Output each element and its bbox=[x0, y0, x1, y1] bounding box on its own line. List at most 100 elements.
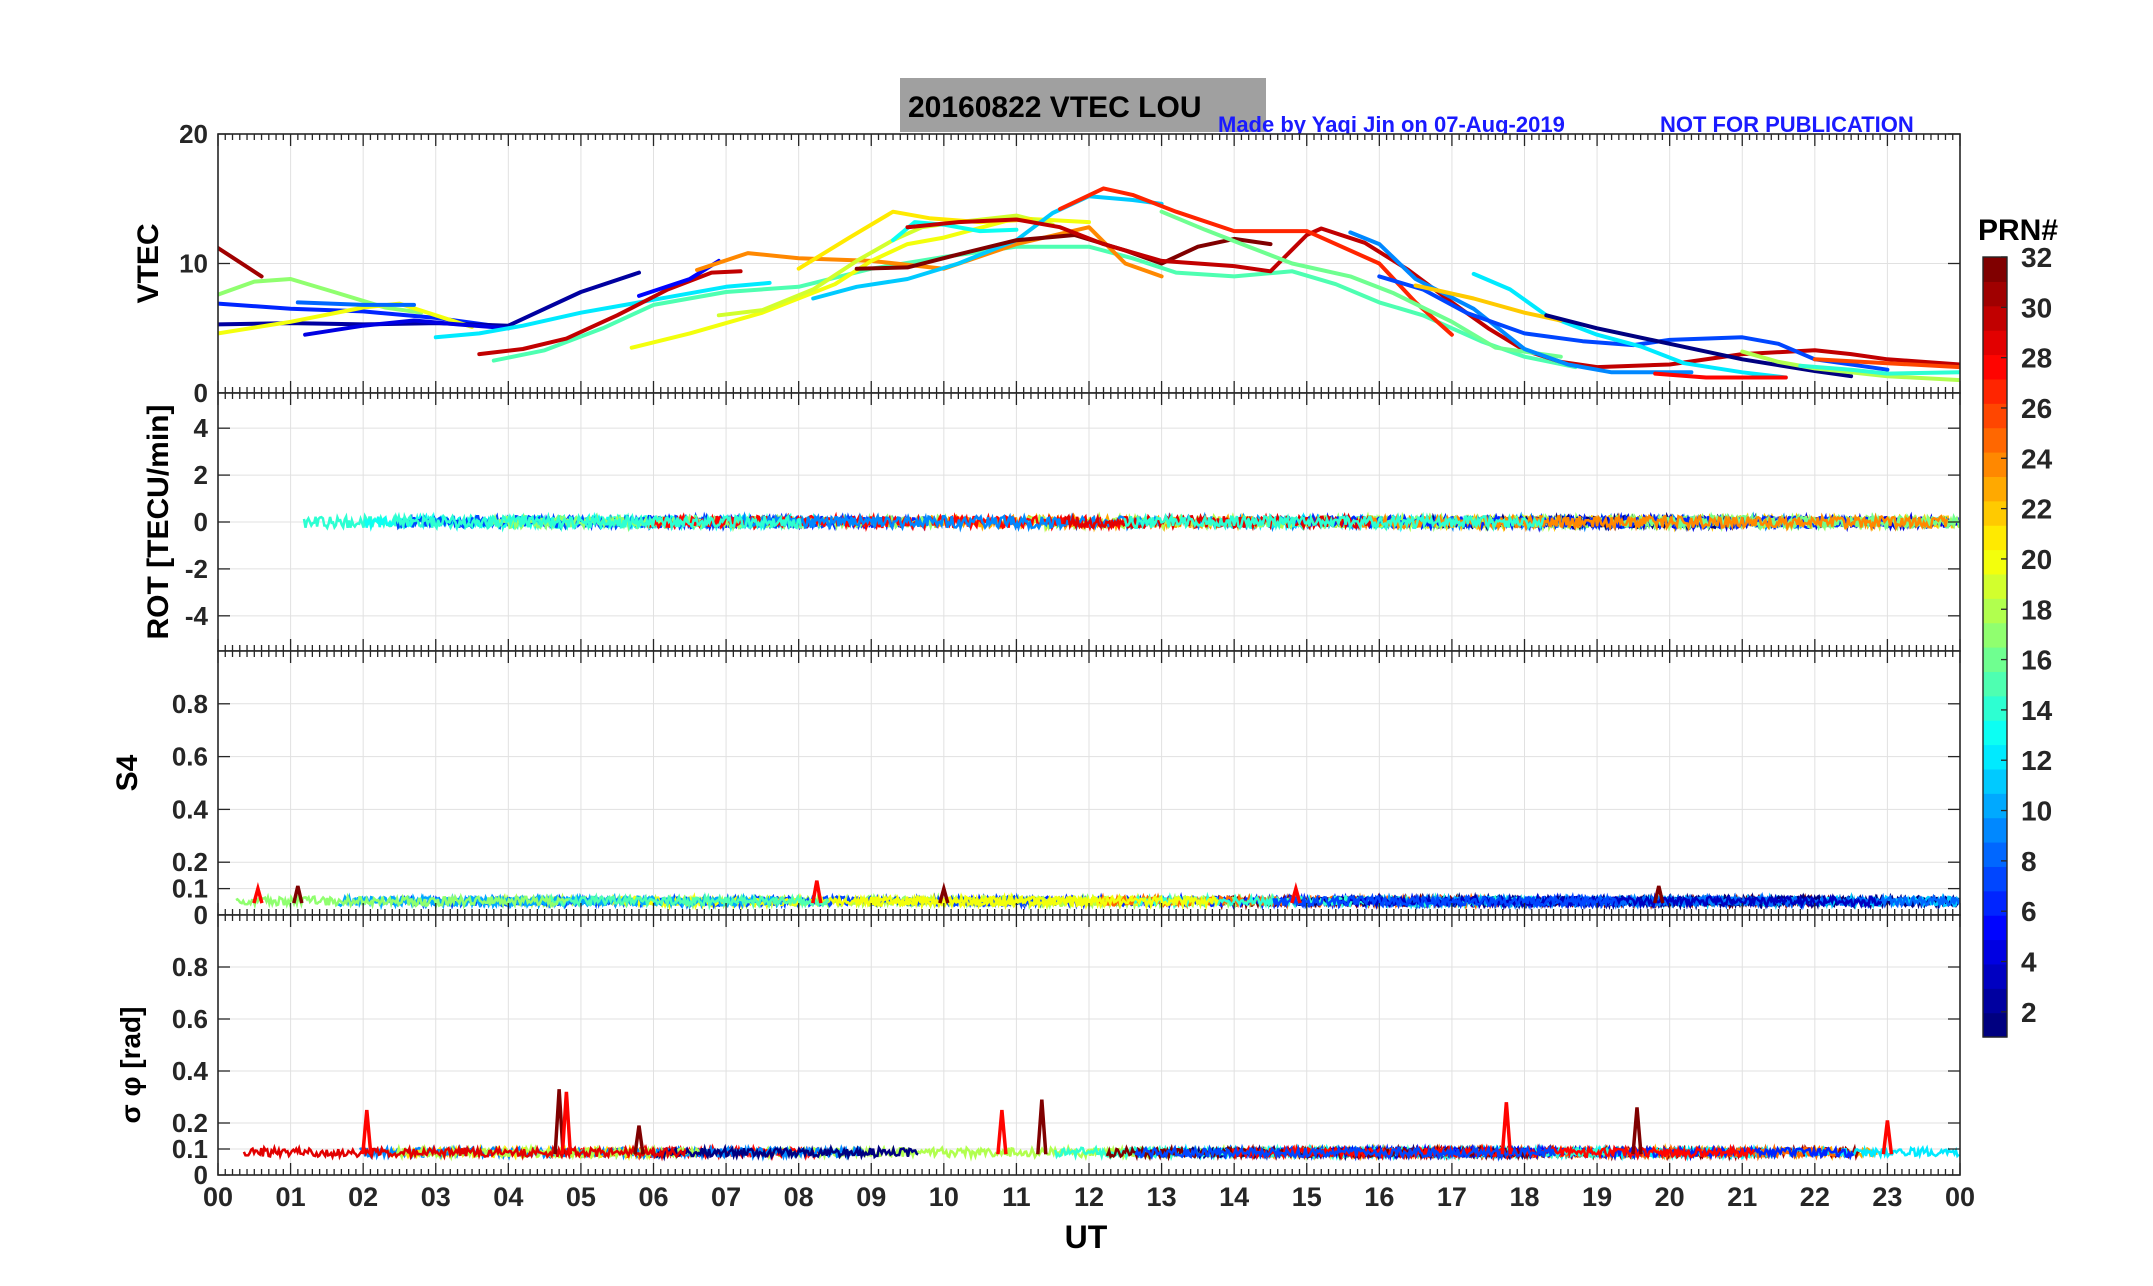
vtec-series-line bbox=[303, 318, 511, 337]
x-tick-label: 16 bbox=[1364, 1182, 1394, 1212]
y-tick-label: 0.6 bbox=[172, 742, 208, 772]
colorbar-segment bbox=[1983, 768, 2007, 794]
colorbar-tick-label: 8 bbox=[2021, 846, 2037, 877]
x-tick-label: 13 bbox=[1147, 1182, 1177, 1212]
y-tick-label: 0.6 bbox=[172, 1004, 208, 1034]
colorbar-tick-label: 12 bbox=[2021, 745, 2052, 776]
vtec-series-line bbox=[477, 269, 743, 357]
colorbar-segment bbox=[1983, 257, 2007, 282]
vtec-series-line bbox=[1653, 371, 1788, 380]
x-tick-label: 09 bbox=[856, 1182, 886, 1212]
rot-panel: -4 -2 0 2 4 ROT [TECU/min] bbox=[142, 392, 1961, 652]
colorbar-tick-label: 16 bbox=[2021, 645, 2052, 676]
vtec-series-line bbox=[295, 300, 416, 307]
vtec-series-line bbox=[218, 277, 424, 315]
spike-mark bbox=[1653, 885, 1665, 904]
colorbar-segment bbox=[1983, 915, 2007, 941]
data-layer bbox=[302, 511, 1960, 533]
x-tick-label: 19 bbox=[1582, 1182, 1612, 1212]
colorbar-segment bbox=[1983, 866, 2007, 892]
data-layer bbox=[218, 186, 1960, 383]
spike-mark bbox=[1500, 1102, 1513, 1155]
x-tick-label: 21 bbox=[1727, 1182, 1757, 1212]
colorbar-segment bbox=[1983, 330, 2007, 356]
x-tick-label: 02 bbox=[348, 1182, 378, 1212]
x-tick-label: 00 bbox=[1945, 1182, 1975, 1212]
x-tick-label: 00 bbox=[203, 1182, 233, 1212]
x-tick-label: 08 bbox=[784, 1182, 814, 1212]
publication-notice: NOT FOR PUBLICATION bbox=[1660, 112, 1914, 137]
colorbar-segment bbox=[1983, 403, 2007, 429]
colorbar-segment bbox=[1983, 500, 2007, 526]
colorbar-tick-label: 24 bbox=[2021, 443, 2053, 474]
s4-panel: 00.10.2 0.4 0.6 0.8 S4 bbox=[111, 650, 1961, 930]
vtec-series-line bbox=[218, 246, 264, 279]
colorbar-segment bbox=[1983, 281, 2007, 307]
vtec-series-line bbox=[1413, 283, 1563, 323]
colorbar-segment bbox=[1983, 549, 2007, 575]
x-tick-label: 03 bbox=[421, 1182, 451, 1212]
y-tick-label: 0.1 bbox=[172, 874, 208, 904]
x-tick-label: 10 bbox=[929, 1182, 959, 1212]
colorbar-tick-label: 20 bbox=[2021, 544, 2052, 575]
x-tick-label: 12 bbox=[1074, 1182, 1104, 1212]
colorbar-segment bbox=[1983, 598, 2007, 624]
noise-trace bbox=[1123, 511, 1545, 532]
x-tick-label: 15 bbox=[1292, 1182, 1322, 1212]
colorbar-tick-label: 4 bbox=[2021, 947, 2037, 978]
spike-mark bbox=[553, 1089, 565, 1155]
vtec-series-line bbox=[1058, 186, 1454, 337]
colorbar-segment bbox=[1983, 963, 2007, 989]
colorbar-segment bbox=[1983, 573, 2007, 599]
colorbar-segment bbox=[1983, 671, 2007, 697]
colorbar-tick-label: 32 bbox=[2021, 242, 2052, 273]
y-tick-label: 0 bbox=[194, 900, 208, 930]
vtec-panel: 0 10 20 VTEC bbox=[132, 119, 1961, 408]
colorbar-segment bbox=[1983, 890, 2007, 916]
colorbar-tick-label: 26 bbox=[2021, 393, 2052, 424]
y-tick-label: 0.2 bbox=[172, 1108, 208, 1138]
colorbar-tick-label: 28 bbox=[2021, 343, 2052, 374]
noise-trace bbox=[651, 1143, 919, 1162]
y-tick-label: 0.8 bbox=[172, 952, 208, 982]
y-tick-label: 0.2 bbox=[172, 847, 208, 877]
colorbar-tick-label: 18 bbox=[2021, 594, 2052, 625]
spike-mark bbox=[1631, 1107, 1643, 1155]
x-tick-label: 04 bbox=[493, 1182, 523, 1212]
vtec-series-line bbox=[1348, 230, 1694, 375]
noise-trace bbox=[1272, 891, 1619, 910]
spike-mark bbox=[252, 882, 264, 904]
y-tick-label: -2 bbox=[185, 554, 208, 584]
colorbar-segment bbox=[1983, 720, 2007, 746]
colorbar-segment bbox=[1983, 793, 2007, 819]
colorbar-segment bbox=[1983, 622, 2007, 648]
colorbar-segment bbox=[1983, 939, 2007, 965]
x-tick-label: 14 bbox=[1219, 1182, 1249, 1212]
y-tick-label: 4 bbox=[194, 413, 209, 443]
x-tick-label: 06 bbox=[638, 1182, 668, 1212]
y-tick-label: 0 bbox=[194, 378, 208, 408]
x-tick-label: 11 bbox=[1002, 1182, 1031, 1212]
colorbar-segment bbox=[1983, 1012, 2007, 1038]
noise-trace bbox=[870, 891, 1219, 911]
spike-mark bbox=[1036, 1099, 1048, 1155]
vtec-series-line bbox=[1471, 271, 1788, 380]
colorbar-tick-label: 30 bbox=[2021, 292, 2052, 323]
vtec-series-line bbox=[491, 244, 1578, 370]
y-axis-label: VTEC bbox=[132, 223, 165, 303]
vtec-series-line bbox=[433, 280, 772, 340]
colorbar-segment bbox=[1983, 525, 2007, 551]
colorbar-segment bbox=[1983, 817, 2007, 843]
colorbar-segment bbox=[1983, 695, 2007, 721]
spike-mark bbox=[633, 1125, 645, 1155]
colorbar-segment bbox=[1983, 988, 2007, 1014]
colorbar-frame bbox=[1982, 256, 2008, 1038]
y-axis-label: ROT [TECU/min] bbox=[142, 405, 175, 640]
colorbar-segment bbox=[1983, 354, 2007, 380]
y-tick-label: 0 bbox=[194, 1160, 208, 1190]
y-tick-label: 10 bbox=[179, 249, 208, 279]
spike-mark bbox=[996, 1109, 1008, 1155]
colorbar-segment bbox=[1983, 842, 2007, 867]
noise-trace bbox=[235, 892, 569, 910]
